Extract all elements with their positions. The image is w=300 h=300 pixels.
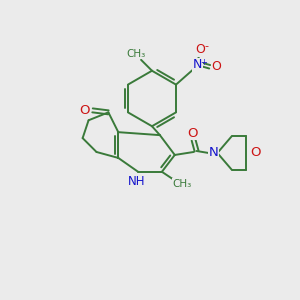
Text: -: - [205,41,209,51]
Text: O: O [188,127,198,140]
Text: N: N [208,146,218,160]
Text: +: + [200,58,207,67]
Text: CH₃: CH₃ [172,179,191,189]
Text: O: O [212,60,222,73]
Text: NH: NH [128,175,145,188]
Text: N: N [193,58,203,71]
Text: O: O [250,146,261,160]
Text: O: O [80,104,90,117]
Text: CH₃: CH₃ [127,49,146,59]
Text: O: O [195,44,205,56]
